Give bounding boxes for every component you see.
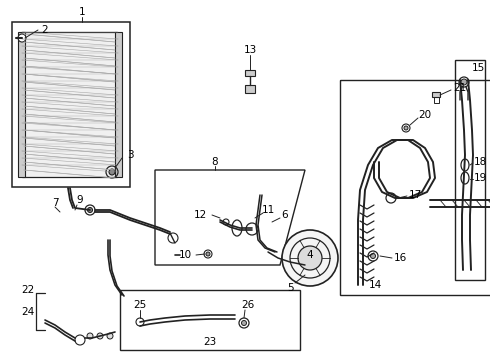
Text: 17: 17: [408, 190, 421, 200]
Text: 6: 6: [282, 210, 288, 220]
Bar: [455, 60, 485, 280]
Text: 26: 26: [242, 300, 255, 310]
Bar: [12, 22, 130, 187]
Text: 24: 24: [22, 307, 35, 317]
Text: 19: 19: [473, 173, 487, 183]
Circle shape: [242, 320, 246, 325]
Circle shape: [206, 252, 210, 256]
Circle shape: [370, 253, 375, 258]
Text: 20: 20: [418, 110, 432, 120]
Circle shape: [88, 207, 93, 212]
Bar: [120, 290, 300, 350]
Text: 15: 15: [471, 63, 485, 73]
Bar: [245, 85, 255, 93]
Text: 4: 4: [307, 250, 313, 260]
Text: 7: 7: [51, 198, 58, 208]
Text: 1: 1: [79, 7, 85, 17]
Text: 3: 3: [127, 150, 133, 160]
Text: 13: 13: [244, 45, 257, 55]
Text: 25: 25: [133, 300, 147, 310]
Text: 14: 14: [368, 280, 382, 290]
Text: 8: 8: [212, 157, 219, 167]
Text: 9: 9: [77, 195, 83, 205]
Circle shape: [298, 246, 322, 270]
Circle shape: [87, 333, 93, 339]
Circle shape: [282, 230, 338, 286]
Bar: [245, 70, 255, 76]
Circle shape: [109, 169, 115, 175]
Text: 2: 2: [42, 25, 49, 35]
Text: 18: 18: [473, 157, 487, 167]
Circle shape: [97, 333, 103, 339]
Bar: [22, 32, 117, 177]
Text: 21: 21: [453, 83, 466, 93]
Text: 12: 12: [194, 210, 207, 220]
Text: 16: 16: [393, 253, 407, 263]
Bar: [432, 92, 440, 97]
Bar: [434, 97, 439, 103]
Circle shape: [18, 34, 26, 42]
Circle shape: [461, 79, 467, 85]
Text: 23: 23: [203, 337, 217, 347]
Text: 11: 11: [261, 205, 274, 215]
Bar: [18, 32, 25, 177]
Text: 10: 10: [178, 250, 192, 260]
Circle shape: [404, 126, 408, 130]
Text: 22: 22: [22, 285, 35, 295]
Bar: [115, 32, 122, 177]
Text: 5: 5: [287, 283, 294, 293]
Circle shape: [107, 333, 113, 339]
